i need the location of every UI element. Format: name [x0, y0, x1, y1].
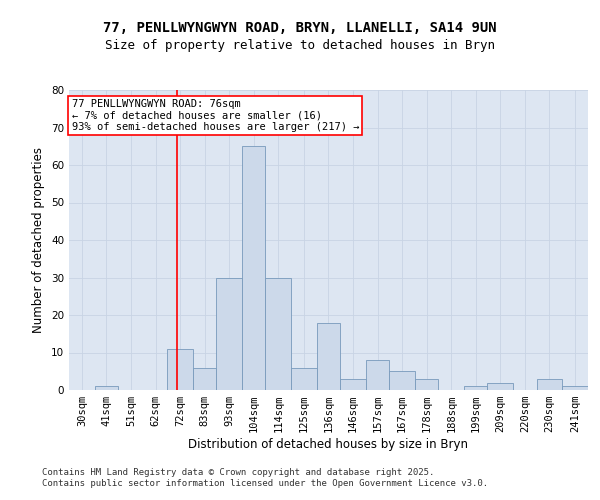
Bar — [167, 349, 193, 390]
Bar — [193, 368, 216, 390]
Y-axis label: Number of detached properties: Number of detached properties — [32, 147, 46, 333]
Bar — [95, 386, 118, 390]
Bar — [366, 360, 389, 390]
Bar — [242, 146, 265, 390]
Bar — [389, 371, 415, 390]
X-axis label: Distribution of detached houses by size in Bryn: Distribution of detached houses by size … — [188, 438, 469, 451]
Bar — [464, 386, 487, 390]
Bar — [340, 379, 366, 390]
Bar — [562, 386, 588, 390]
Bar — [265, 278, 291, 390]
Bar — [415, 379, 439, 390]
Bar — [536, 379, 562, 390]
Text: 77, PENLLWYNGWYN ROAD, BRYN, LLANELLI, SA14 9UN: 77, PENLLWYNGWYN ROAD, BRYN, LLANELLI, S… — [103, 20, 497, 34]
Bar — [291, 368, 317, 390]
Bar — [216, 278, 242, 390]
Text: 77 PENLLWYNGWYN ROAD: 76sqm
← 7% of detached houses are smaller (16)
93% of semi: 77 PENLLWYNGWYN ROAD: 76sqm ← 7% of deta… — [71, 99, 359, 132]
Text: Contains HM Land Registry data © Crown copyright and database right 2025.
Contai: Contains HM Land Registry data © Crown c… — [42, 468, 488, 487]
Bar — [487, 382, 513, 390]
Text: Size of property relative to detached houses in Bryn: Size of property relative to detached ho… — [105, 38, 495, 52]
Bar — [317, 322, 340, 390]
